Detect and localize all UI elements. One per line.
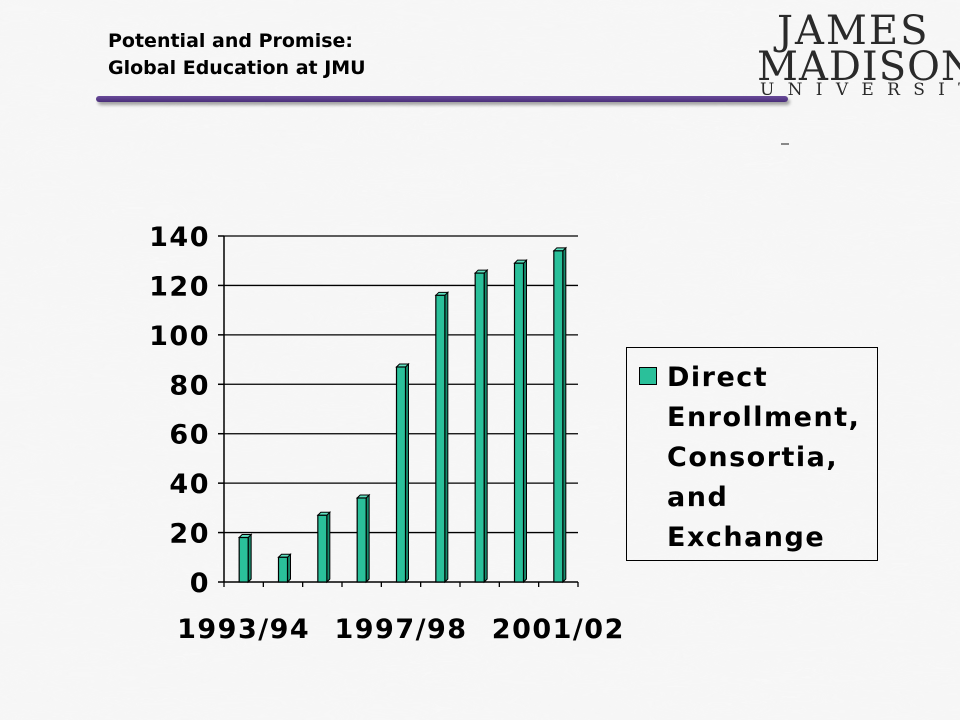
university-logo: JAMES MADISON UNIVERSITY — [752, 8, 960, 100]
logo-line2: MADISON — [757, 44, 960, 90]
decorative-speck — [781, 143, 789, 145]
legend-label-line-1: Direct — [667, 362, 769, 393]
x-tick-labels: 1993/94 1997/98 2001/02 — [177, 614, 625, 645]
y-tick-label: 80 — [169, 370, 210, 401]
slide-title-line2: Global Education at JMU — [108, 57, 366, 79]
title-divider — [96, 96, 788, 102]
x-tick-label-2001/02: 2001/02 — [492, 614, 625, 645]
y-tick-label: 60 — [169, 420, 210, 451]
y-tick-label: 120 — [149, 271, 210, 302]
bar-1999/00 — [473, 268, 489, 584]
slide-title: Potential and Promise: Global Education … — [108, 28, 366, 82]
x-tick-label-1993/94: 1993/94 — [177, 614, 310, 645]
bar-1994/95 — [277, 553, 292, 584]
chart-bars — [237, 246, 568, 584]
logo-line1: JAMES — [777, 8, 930, 54]
bar-2000/01 — [513, 258, 528, 584]
bar-2001/02 — [552, 246, 568, 584]
y-tick-label: 140 — [149, 222, 210, 253]
legend-swatch — [639, 367, 657, 385]
legend-label-line-2: Enrollment, — [667, 402, 861, 433]
y-tick-labels: 0 20 40 60 80 100 120 140 — [149, 222, 210, 599]
legend-label-line-3: Consortia, — [667, 442, 839, 473]
y-tick-label: 100 — [149, 321, 210, 352]
x-tick-label-1997/98: 1997/98 — [334, 614, 467, 645]
bar-1995/96 — [316, 511, 332, 584]
bar-1997/98 — [395, 362, 410, 584]
y-tick-label: 0 — [190, 568, 210, 599]
chart-legend: Direct Enrollment, Consortia, and Exchange — [626, 347, 878, 561]
logo-line3: UNIVERSITY — [760, 80, 960, 100]
y-tick-label: 20 — [169, 519, 210, 550]
bar-1998/99 — [434, 291, 450, 584]
legend-label: Direct Enrollment, Consortia, and Exchange — [667, 358, 877, 558]
legend-label-line-4: and — [667, 482, 729, 513]
y-tick-label: 40 — [169, 469, 210, 500]
bar-1996/97 — [355, 493, 371, 584]
slide-title-line1: Potential and Promise: — [108, 30, 354, 52]
legend-label-line-5: Exchange — [667, 522, 826, 553]
bar-1993/94 — [237, 533, 253, 584]
